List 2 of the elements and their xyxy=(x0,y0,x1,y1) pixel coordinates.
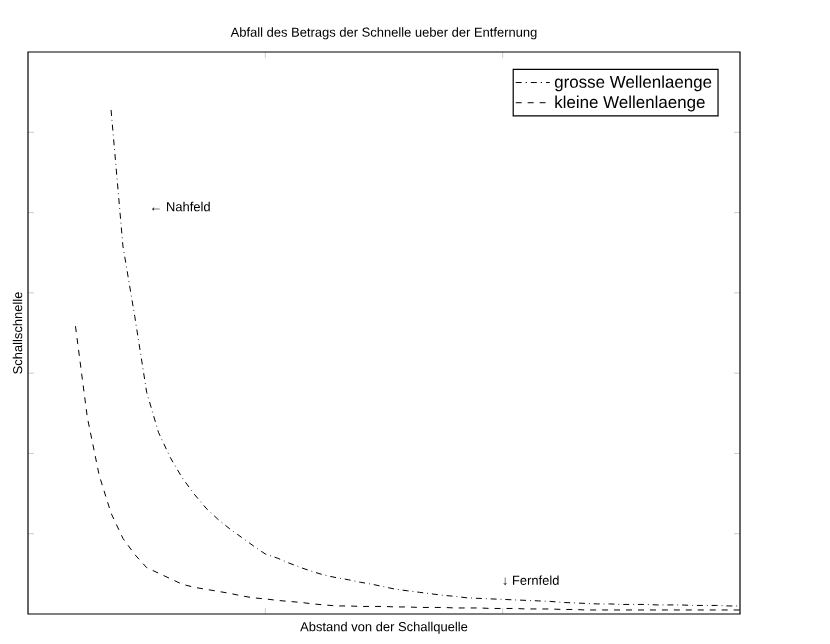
legend-label: grosse Wellenlaenge xyxy=(554,75,712,92)
legend-label: kleine Wellenlaenge xyxy=(555,95,705,112)
